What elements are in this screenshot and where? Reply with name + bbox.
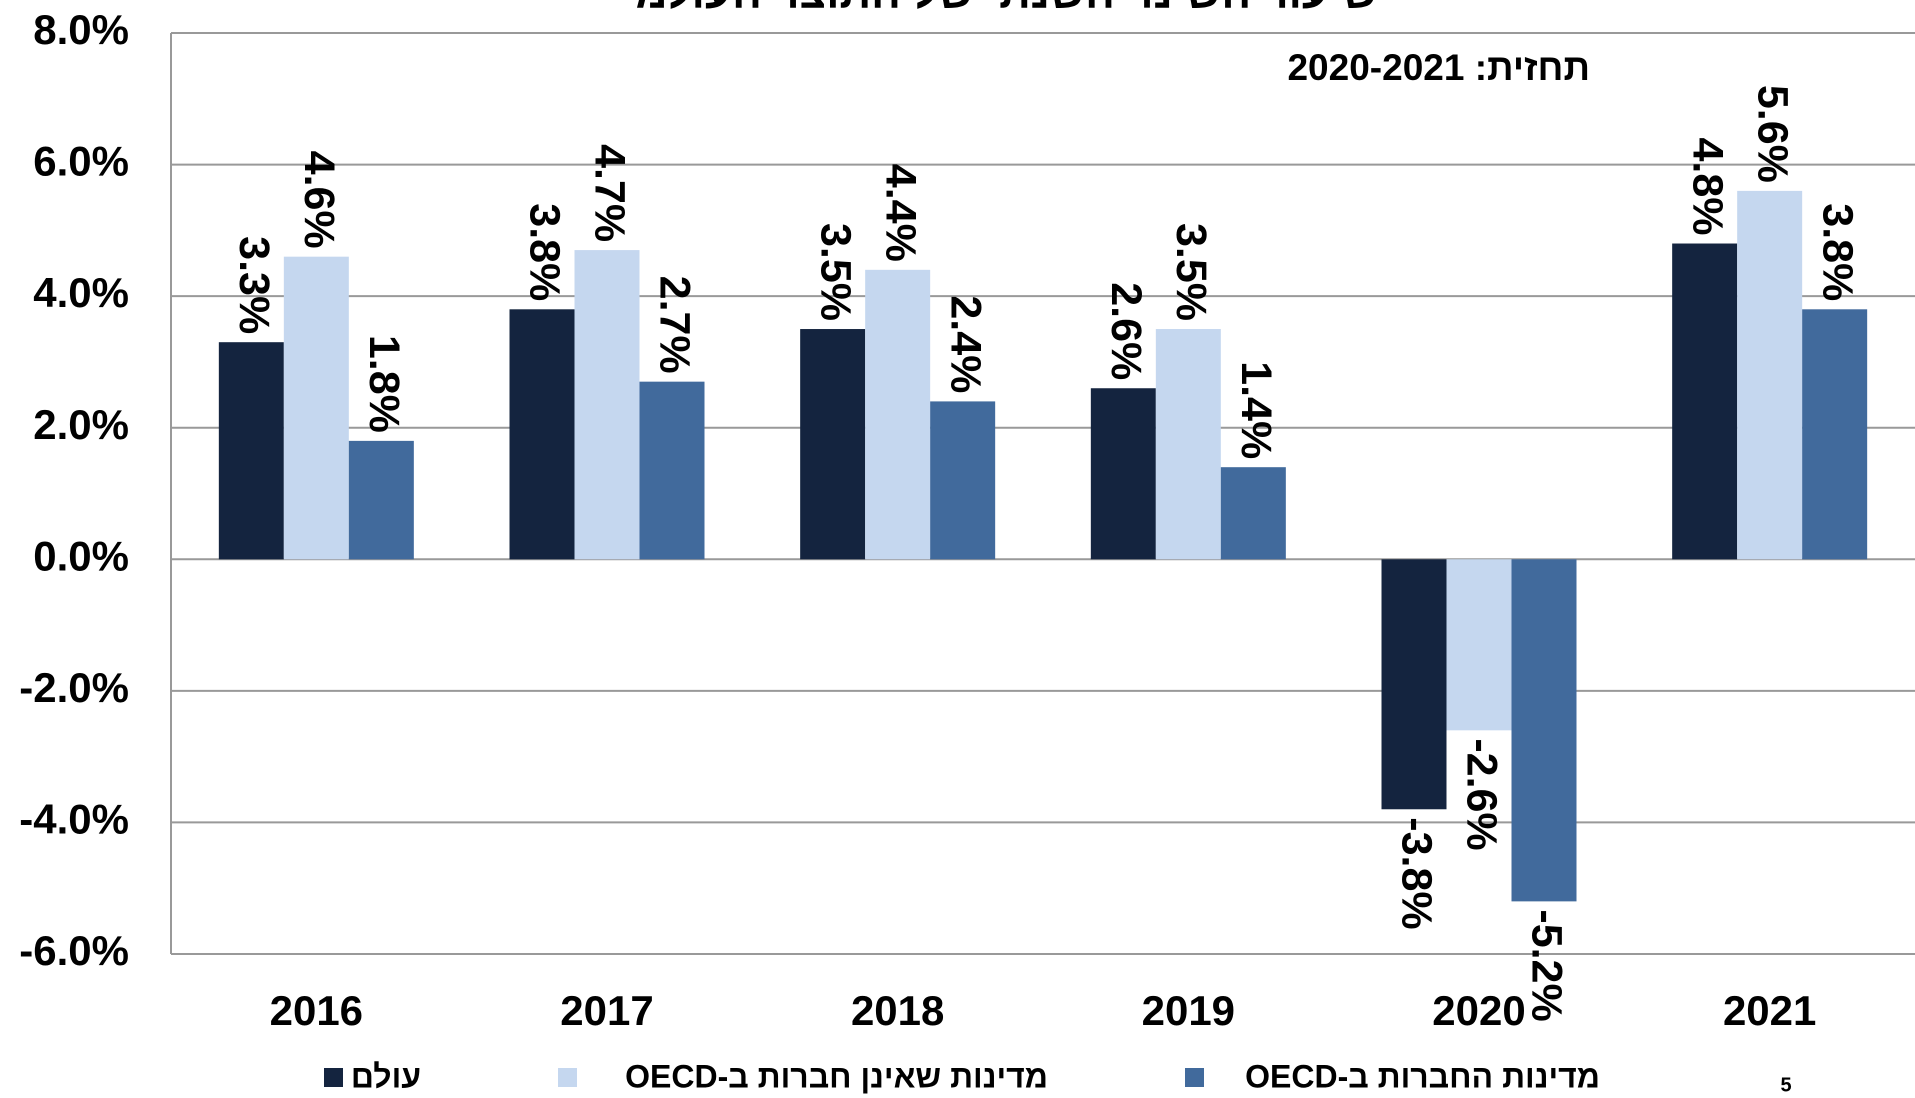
annotation: תחזית: 2020-2021 bbox=[1287, 47, 1590, 88]
y-tick-label: 6.0% bbox=[33, 138, 129, 185]
data-label: 1.8% bbox=[360, 335, 408, 433]
y-tick-label: -2.0% bbox=[19, 664, 129, 711]
legend-label: מדינות החברות ב-OECD bbox=[1245, 1058, 1600, 1094]
data-label: -3.8% bbox=[1393, 817, 1441, 929]
bar bbox=[1672, 243, 1738, 560]
bar bbox=[639, 381, 705, 560]
bar bbox=[574, 250, 640, 560]
bar bbox=[1446, 559, 1512, 731]
y-tick-label: 4.0% bbox=[33, 269, 129, 316]
data-label: 3.5% bbox=[1167, 223, 1215, 321]
data-label: 4.8% bbox=[1683, 137, 1731, 235]
x-tick-label: 2019 bbox=[1142, 987, 1235, 1034]
data-label: 4.4% bbox=[876, 164, 924, 262]
bar bbox=[1381, 559, 1447, 810]
legend-swatch bbox=[558, 1068, 577, 1087]
data-label: 4.6% bbox=[295, 151, 343, 249]
data-label: 2.4% bbox=[941, 295, 989, 393]
x-tick-label: 2021 bbox=[1723, 987, 1816, 1034]
bar bbox=[1737, 190, 1803, 560]
y-tick-label: -4.0% bbox=[19, 796, 129, 843]
bar bbox=[218, 342, 284, 560]
data-label: 5.6% bbox=[1748, 85, 1796, 183]
page-number: 5 bbox=[1780, 1074, 1791, 1096]
bar bbox=[1511, 559, 1577, 902]
data-label: 2.6% bbox=[1102, 282, 1150, 380]
data-label: -2.6% bbox=[1458, 738, 1506, 850]
data-label: 3.8% bbox=[521, 203, 569, 301]
bar bbox=[865, 269, 931, 560]
legend-label: עולם bbox=[351, 1058, 421, 1094]
bar bbox=[283, 256, 349, 560]
x-tick-label: 2020 bbox=[1432, 987, 1525, 1034]
legend-swatch bbox=[1185, 1068, 1204, 1087]
bar bbox=[1220, 467, 1286, 560]
data-label: 3.8% bbox=[1813, 203, 1861, 301]
data-label: 2.7% bbox=[651, 276, 699, 374]
data-label: 1.4% bbox=[1232, 361, 1280, 459]
legend-swatch bbox=[324, 1068, 343, 1087]
bar bbox=[1802, 309, 1868, 560]
x-tick-label: 2016 bbox=[270, 987, 363, 1034]
bar bbox=[1155, 329, 1221, 560]
bar bbox=[1090, 388, 1156, 560]
bar bbox=[800, 329, 866, 560]
y-tick-label: 0.0% bbox=[33, 532, 129, 579]
chart-title: שיעור השינוי השנתי של התוצר העולמי bbox=[622, 0, 1378, 18]
bar bbox=[509, 309, 575, 560]
bar bbox=[930, 401, 996, 560]
data-label: 3.5% bbox=[811, 223, 859, 321]
data-label: 4.7% bbox=[586, 144, 634, 242]
x-tick-label: 2018 bbox=[851, 987, 944, 1034]
data-label: -5.2% bbox=[1523, 909, 1571, 1021]
legend-label: מדינות שאינן חברות ב-OECD bbox=[625, 1058, 1048, 1094]
y-tick-label: 8.0% bbox=[33, 6, 129, 53]
y-tick-label: 2.0% bbox=[33, 401, 129, 448]
y-tick-label: -6.0% bbox=[19, 927, 129, 974]
data-label: 3.3% bbox=[230, 236, 278, 334]
bar bbox=[348, 440, 414, 560]
x-tick-label: 2017 bbox=[560, 987, 653, 1034]
